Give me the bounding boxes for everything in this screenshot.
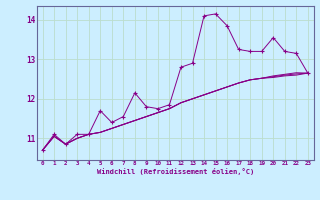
X-axis label: Windchill (Refroidissement éolien,°C): Windchill (Refroidissement éolien,°C)	[97, 168, 254, 175]
